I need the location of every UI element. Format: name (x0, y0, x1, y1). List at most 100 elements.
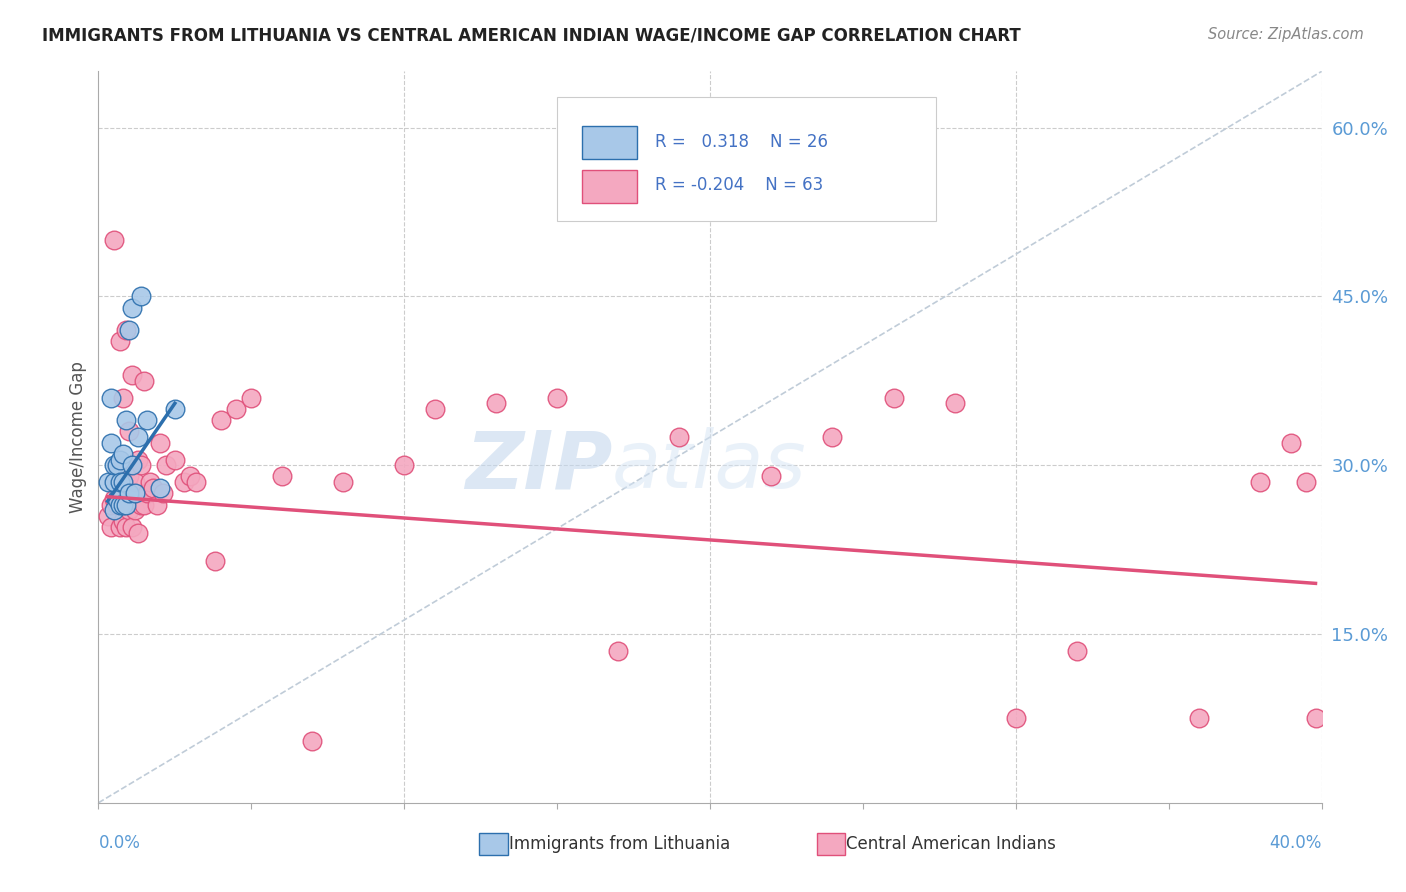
Point (115, 498, 138, 512)
Point (103, 491, 125, 506)
Point (129, 458, 152, 473)
Point (121, 301, 143, 315)
Bar (582, 170, 637, 203)
Point (607, 644, 630, 658)
Point (108, 334, 131, 349)
Text: atlas: atlas (612, 427, 807, 506)
Point (121, 520, 143, 534)
Point (1295, 475, 1317, 489)
Point (105, 458, 128, 473)
Point (1066, 644, 1088, 658)
Point (136, 413, 159, 427)
Point (149, 435, 172, 450)
Point (103, 233, 125, 247)
Text: IMMIGRANTS FROM LITHUANIA VS CENTRAL AMERICAN INDIAN WAGE/INCOME GAP CORRELATION: IMMIGRANTS FROM LITHUANIA VS CENTRAL AME… (42, 27, 1021, 45)
Point (134, 374, 156, 388)
Point (108, 498, 131, 512)
Point (97, 475, 120, 489)
Point (1305, 711, 1327, 725)
Point (1249, 475, 1271, 489)
Point (240, 391, 263, 405)
Point (100, 520, 122, 534)
Text: Source: ZipAtlas.com: Source: ZipAtlas.com (1208, 27, 1364, 42)
Point (225, 401, 247, 416)
Point (124, 475, 146, 489)
Point (139, 475, 162, 489)
Point (668, 430, 690, 444)
Bar (582, 126, 637, 159)
Point (129, 498, 152, 512)
Point (108, 491, 131, 506)
Point (103, 475, 125, 489)
Point (209, 413, 232, 427)
Point (204, 554, 226, 568)
Point (127, 430, 149, 444)
Point (111, 447, 134, 461)
Point (108, 520, 131, 534)
Point (105, 491, 128, 506)
Point (118, 486, 141, 500)
Point (118, 323, 141, 337)
Point (1004, 711, 1026, 725)
Point (145, 498, 167, 512)
Point (1279, 435, 1302, 450)
Text: Central American Indians: Central American Indians (846, 835, 1056, 853)
Point (485, 396, 508, 410)
Point (332, 475, 354, 489)
Point (883, 391, 905, 405)
Point (186, 475, 208, 489)
Point (108, 475, 131, 489)
Point (149, 481, 172, 495)
Point (100, 498, 122, 512)
Point (134, 498, 156, 512)
Point (100, 435, 122, 450)
Text: R =   0.318    N = 26: R = 0.318 N = 26 (655, 133, 828, 152)
Point (111, 475, 134, 489)
Point (127, 525, 149, 540)
Point (121, 458, 143, 473)
Point (118, 425, 141, 439)
Point (100, 391, 122, 405)
Point (111, 391, 134, 405)
Point (301, 734, 323, 748)
Point (163, 452, 186, 467)
Point (821, 430, 844, 444)
Point (127, 452, 149, 467)
Point (118, 503, 141, 517)
Y-axis label: Wage/Income Gap: Wage/Income Gap (69, 361, 87, 513)
Text: ZIP: ZIP (465, 427, 612, 506)
Point (163, 401, 186, 416)
Point (103, 458, 125, 473)
Point (121, 368, 143, 383)
Point (124, 486, 146, 500)
Text: 0.0%: 0.0% (98, 834, 141, 852)
Point (103, 503, 125, 517)
Point (105, 458, 128, 473)
FancyBboxPatch shape (557, 97, 936, 221)
Point (136, 486, 159, 500)
Point (1188, 711, 1211, 725)
Point (423, 401, 446, 416)
Point (155, 458, 177, 473)
Point (173, 475, 195, 489)
Point (108, 452, 131, 467)
Point (118, 469, 141, 483)
Point (111, 498, 134, 512)
Point (115, 413, 138, 427)
Point (124, 503, 146, 517)
Point (392, 458, 416, 473)
Point (270, 469, 292, 483)
Point (759, 469, 782, 483)
Point (546, 391, 568, 405)
Point (152, 486, 174, 500)
Text: 40.0%: 40.0% (1270, 834, 1322, 852)
Point (97, 508, 120, 523)
Point (115, 498, 138, 512)
Point (142, 481, 165, 495)
Point (943, 396, 966, 410)
Text: R = -0.204    N = 63: R = -0.204 N = 63 (655, 177, 824, 194)
Point (115, 323, 138, 337)
Point (105, 498, 128, 512)
Point (179, 469, 201, 483)
Point (111, 515, 134, 529)
